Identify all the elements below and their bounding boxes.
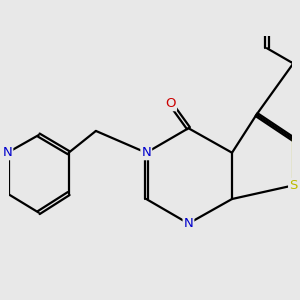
Text: N: N (2, 146, 12, 159)
Text: N: N (141, 146, 151, 159)
Text: O: O (166, 97, 176, 110)
Text: S: S (289, 179, 298, 192)
Text: N: N (184, 217, 193, 230)
